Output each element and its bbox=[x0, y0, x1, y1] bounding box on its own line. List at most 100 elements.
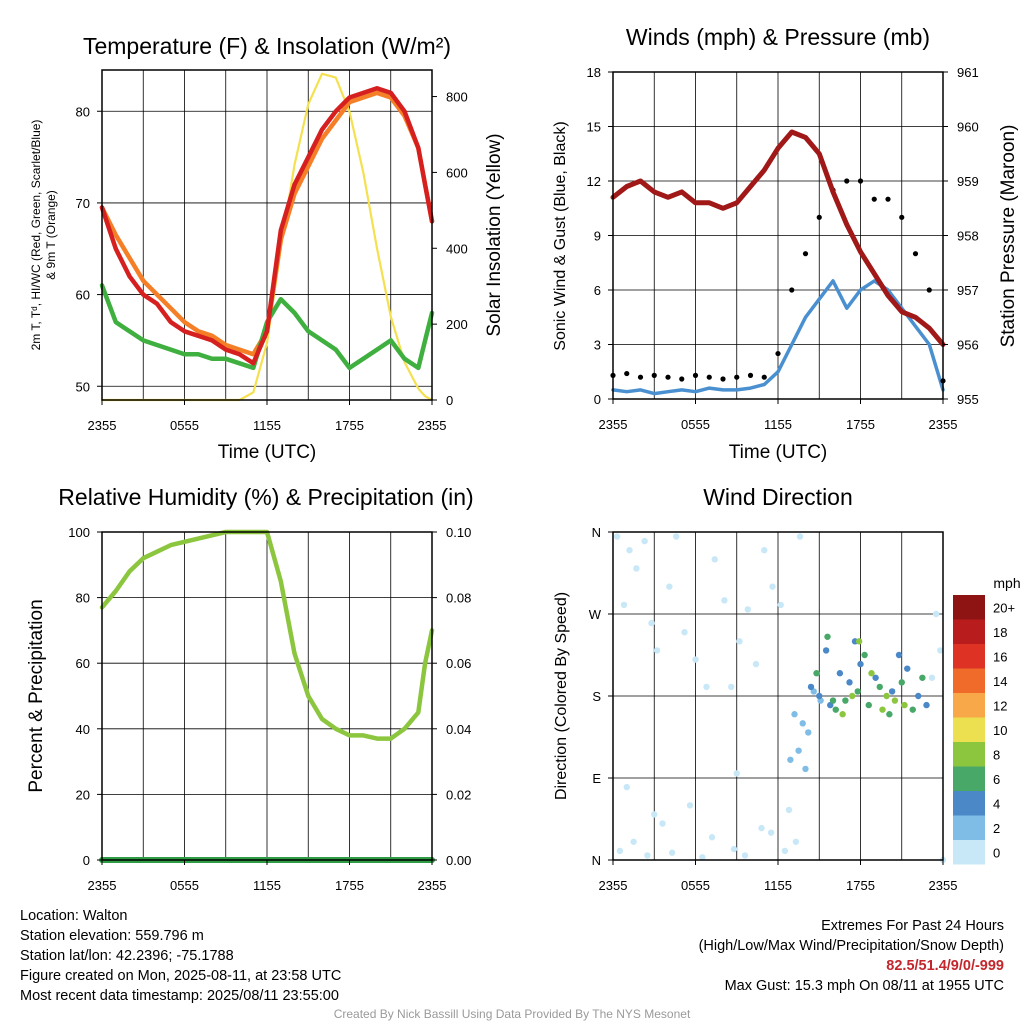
colorbar-swatch bbox=[953, 595, 985, 620]
direction-point bbox=[839, 711, 846, 718]
temp-ylabel-line1: 2m T, Tᵈ, HI/WC (Red, Green, Scarlet/Blu… bbox=[29, 120, 43, 351]
rh-y2tick-label: 0.04 bbox=[446, 722, 471, 737]
gust-point bbox=[734, 374, 740, 380]
rh-ylabel-left: Percent & Precipitation bbox=[26, 599, 47, 792]
rh-ytick-label: 80 bbox=[76, 591, 90, 606]
wind-xtick-label: 0555 bbox=[681, 417, 710, 432]
direction-point bbox=[791, 711, 798, 718]
direction-point bbox=[898, 679, 905, 686]
colorbar-label: 10 bbox=[993, 723, 1007, 738]
dewpoint-line bbox=[99, 283, 435, 371]
direction-point bbox=[644, 852, 651, 859]
direction-point bbox=[868, 670, 875, 677]
direction-point bbox=[666, 583, 673, 590]
colorbar-label: 4 bbox=[993, 796, 1000, 811]
direction-point bbox=[767, 829, 775, 836]
gust-point bbox=[775, 350, 781, 357]
direction-point bbox=[861, 651, 868, 659]
wind-xtick-label: 1155 bbox=[764, 417, 792, 432]
direction-point bbox=[846, 679, 853, 686]
direction-point bbox=[736, 638, 743, 645]
direction-point bbox=[626, 547, 633, 554]
direction-point bbox=[932, 610, 940, 618]
temp-xtick-label: 1755 bbox=[335, 418, 364, 433]
temp-y2tick-label: 600 bbox=[446, 165, 468, 180]
dir-ytick-label: N bbox=[592, 525, 601, 540]
dir-ytick-label: N bbox=[592, 853, 601, 868]
direction-point bbox=[854, 688, 861, 695]
dir-xtick-label: 2355 bbox=[599, 878, 628, 893]
temp-ytick-label: 60 bbox=[76, 288, 90, 303]
direction-point bbox=[795, 747, 802, 754]
dir-ticks: 2355 0555 1155 1755 2355 N E S W N bbox=[589, 525, 958, 893]
rh-ytick-label: 100 bbox=[68, 525, 90, 540]
colorbar-swatch bbox=[953, 668, 985, 693]
direction-point bbox=[872, 674, 879, 681]
gust-point bbox=[720, 376, 726, 382]
wind-y2tick-label: 961 bbox=[957, 65, 979, 80]
dir-series bbox=[613, 533, 947, 864]
gust-point bbox=[692, 372, 699, 378]
direction-point bbox=[802, 765, 809, 773]
dir-xtick-label: 1155 bbox=[764, 878, 792, 893]
temp-y2tick-label: 0 bbox=[446, 393, 453, 408]
direction-point bbox=[744, 606, 751, 613]
gust-point bbox=[761, 374, 767, 380]
colorbar-label: 0 bbox=[993, 845, 1000, 860]
dir-ytick-label: E bbox=[592, 771, 601, 786]
colorbar-label: 16 bbox=[993, 649, 1007, 664]
credit-text: Created By Nick Bassill Using Data Provi… bbox=[333, 1007, 691, 1021]
gust-point bbox=[816, 214, 822, 220]
rh-grid bbox=[102, 531, 432, 861]
direction-point bbox=[692, 656, 699, 663]
temp-xtick-label: 2355 bbox=[418, 418, 447, 433]
max-gust-text: Max Gust: 15.3 mph On 08/11 at 1955 UTC bbox=[724, 978, 1004, 994]
temp-title: Temperature (F) & Insolation (W/m²) bbox=[83, 33, 451, 59]
temp-xtick-label: 2355 bbox=[88, 418, 117, 433]
temp-ylabel-right: Solar Insolation (Yellow) bbox=[484, 133, 505, 336]
temp-ytick-label: 80 bbox=[76, 104, 90, 119]
direction-point bbox=[730, 845, 738, 853]
wind-y2tick-label: 958 bbox=[957, 229, 979, 244]
rh-xtick-label: 2355 bbox=[418, 878, 447, 893]
colorbar-label: 8 bbox=[993, 747, 1000, 762]
direction-point bbox=[923, 701, 930, 709]
wind-ytick-label: 15 bbox=[587, 120, 601, 135]
colorbar-swatch bbox=[953, 840, 985, 865]
direction-point bbox=[633, 565, 640, 572]
wind-ytick-label: 12 bbox=[587, 174, 601, 189]
direction-point bbox=[816, 692, 823, 700]
direction-point bbox=[721, 597, 728, 604]
rh-ytick-label: 60 bbox=[76, 656, 90, 671]
direction-point bbox=[855, 638, 863, 645]
wind-grid bbox=[613, 71, 943, 400]
direction-point bbox=[904, 665, 911, 672]
rh-ytick-label: 0 bbox=[83, 853, 90, 868]
direction-point bbox=[799, 720, 806, 727]
wind-ytick-label: 3 bbox=[594, 338, 601, 353]
gust-point bbox=[789, 287, 795, 293]
gust-point bbox=[679, 376, 685, 382]
direction-point bbox=[829, 697, 837, 704]
wind-ticks: 2355 0555 1155 1755 2355 0 3 6 9 12 15 18 955 956 957 9… bbox=[587, 65, 979, 432]
direction-point bbox=[836, 670, 844, 677]
wind-ylabel-left: Sonic Wind & Gust (Blue, Black) bbox=[552, 121, 569, 350]
temp-grid bbox=[102, 70, 432, 400]
colorbar-label: 2 bbox=[993, 821, 1000, 836]
dir-ytick-label: S bbox=[592, 689, 601, 704]
temp-ylabel-line2: & 9m T (Orange) bbox=[44, 190, 58, 280]
wind-ytick-label: 18 bbox=[587, 65, 601, 80]
speed-colorbar: 0 2 4 6 8 10 12 14 16 18 20+ bbox=[953, 595, 1015, 865]
wind-title: Winds (mph) & Pressure (mb) bbox=[626, 24, 930, 50]
direction-point bbox=[733, 770, 740, 777]
direction-point bbox=[630, 838, 637, 845]
colorbar-swatch bbox=[953, 766, 985, 791]
gust-point bbox=[624, 370, 630, 377]
rh-ticks: 2355 0555 1155 1755 2355 0 20 40 60 80 100 0.00 0.02… bbox=[68, 525, 471, 893]
rh-line bbox=[99, 529, 435, 741]
direction-point bbox=[648, 619, 655, 627]
direction-point bbox=[651, 811, 658, 818]
direction-point bbox=[937, 647, 944, 654]
direction-point bbox=[758, 824, 765, 832]
